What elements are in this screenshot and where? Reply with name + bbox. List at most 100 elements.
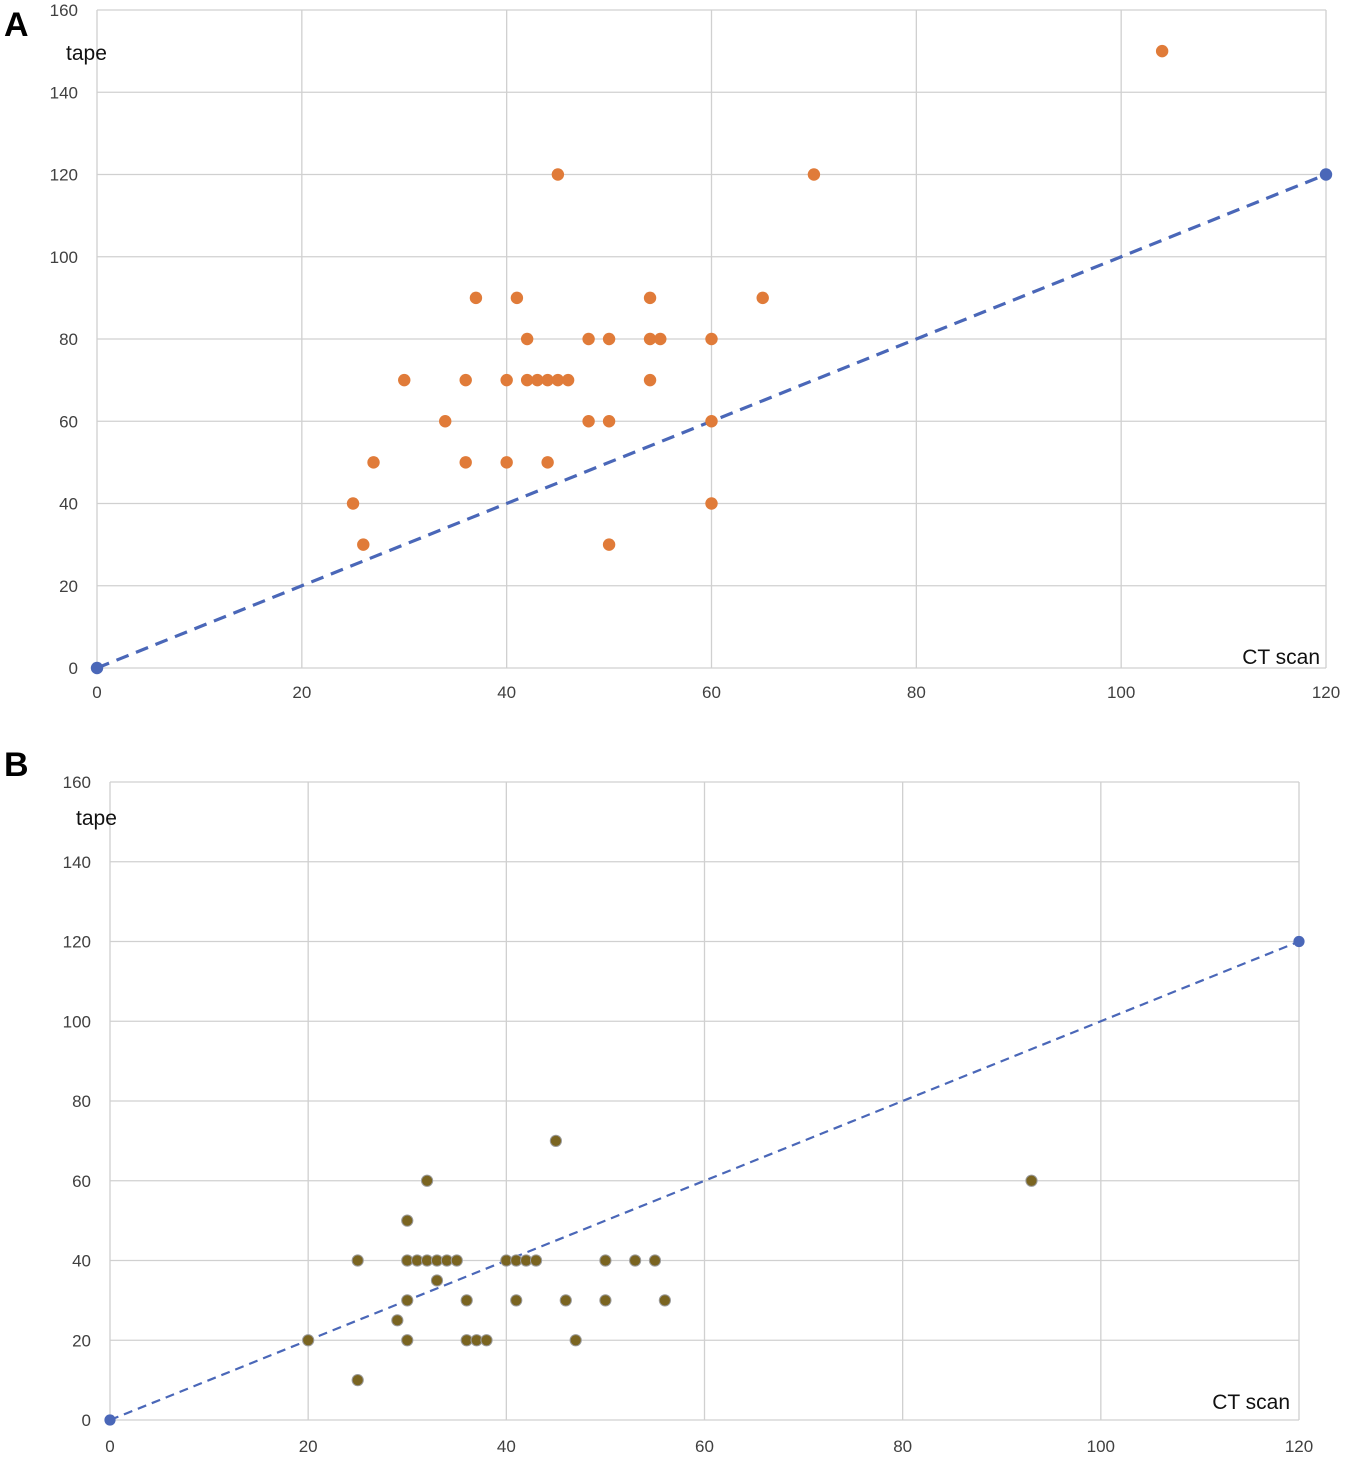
chart-b-ytick-20: 20 [72,1331,91,1350]
chart-b-point-12 [430,1274,444,1287]
chart-b-ytick-60: 60 [72,1172,91,1191]
chart-a-point-22 [602,415,616,428]
chart-a-x-axis-title: CT scan [1242,646,1320,669]
chart-a-point-10 [510,291,524,305]
chart-a-point-6 [459,456,472,469]
chart-b-xtick-20: 20 [299,1437,318,1456]
chart-b-point-25 [559,1294,572,1307]
chart-a-point-4 [439,415,452,428]
chart-a-point-18 [551,168,565,181]
chart-b-reference-endpoint-1 [1293,935,1305,948]
chart-b-ytick-80: 80 [72,1092,91,1111]
chart-b-point-4 [401,1214,414,1227]
chart-b-ytick-160: 160 [63,773,91,792]
chart-b-xtick-60: 60 [695,1437,714,1456]
chart-a-point-17 [541,456,554,469]
chart-b-point-18 [480,1334,493,1347]
chart-a-reference-endpoint-1 [1319,168,1333,181]
chart-a-reference-endpoint-0 [90,661,104,675]
chart-b-ytick-140: 140 [63,853,91,872]
chart-a-xtick-20: 20 [292,683,311,702]
chart-b-point-27 [599,1254,612,1267]
chart-a-point-30 [705,497,718,510]
chart-b-point-28 [599,1294,612,1307]
chart-b-point-21 [510,1294,523,1307]
panel-label-b: B [4,746,29,784]
chart-b-point-32 [1025,1174,1038,1187]
chart-b-point-30 [648,1254,662,1267]
chart-b-ytick-120: 120 [63,933,91,952]
chart-a-point-2 [367,456,380,469]
chart-a-point-23 [602,538,616,551]
chart-a-point-26 [654,332,667,346]
chart-a-ytick-120: 120 [50,166,78,185]
chart-a-point-33 [1155,44,1169,58]
panel-label-a: A [4,6,29,44]
chart-a-ytick-20: 20 [59,577,78,596]
chart-b-xtick-100: 100 [1087,1437,1115,1456]
chart-a-point-5 [459,373,472,387]
chart-a-point-20 [582,415,595,428]
chart-a: 0 20 40 60 80 100 120 0 20 40 60 80 100 120 140 160 CT s… [50,1,1341,702]
chart-a-point-12 [520,373,534,387]
chart-a-point-9 [500,456,513,469]
chart-a-point-21 [602,332,616,346]
chart-a-point-32 [807,168,821,181]
chart-b-point-29 [629,1254,642,1267]
chart-b: 0 20 40 60 80 100 120 0 20 40 60 80 100 120 140 160 CT s… [63,773,1314,1456]
chart-b-y-axis-title: tape [76,807,117,830]
chart-a-point-19 [582,332,595,346]
chart-a-ytick-0: 0 [69,659,78,678]
chart-b-xtick-40: 40 [497,1437,516,1456]
chart-a-y-axis-title: tape [66,42,107,65]
chart-b-reference-endpoint-0 [104,1414,116,1426]
chart-a-point-8 [500,373,513,387]
chart-b-point-7 [401,1334,414,1347]
chart-b-ytick-100: 100 [63,1012,91,1031]
chart-b-point-0 [302,1334,315,1347]
chart-b-point-2 [351,1374,364,1387]
chart-a-ytick-100: 100 [50,248,78,267]
chart-a-point-24 [643,291,657,305]
chart-a-point-29 [705,415,718,428]
chart-a-point-11 [520,332,534,346]
chart-a-xtick-120: 120 [1312,683,1340,702]
chart-b-point-23 [529,1254,543,1267]
chart-a-xtick-40: 40 [497,683,516,702]
chart-a-point-7 [469,291,483,305]
chart-a-point-31 [756,291,769,305]
chart-a-point-3 [398,373,411,387]
chart-b-xtick-120: 120 [1285,1437,1313,1456]
chart-a-point-15 [551,373,565,387]
chart-b-point-31 [658,1294,671,1307]
chart-b-ytick-0: 0 [82,1411,91,1430]
chart-b-point-15 [460,1294,473,1307]
chart-a-point-25 [643,332,657,346]
chart-b-point-1 [351,1254,364,1267]
chart-b-x-axis-title: CT scan [1212,1391,1290,1414]
chart-a-ytick-80: 80 [59,330,78,349]
chart-b-point-3 [391,1314,404,1327]
chart-a-point-1 [357,538,370,551]
chart-b-point-24 [549,1134,562,1147]
chart-a-xtick-80: 80 [907,683,926,702]
chart-b-point-10 [420,1174,434,1187]
chart-b-point-6 [401,1294,414,1307]
chart-a-point-27 [643,373,657,387]
chart-a-ytick-40: 40 [59,495,78,514]
chart-b-xtick-0: 0 [105,1437,114,1456]
chart-b-ytick-40: 40 [72,1252,91,1271]
chart-a-point-13 [531,373,544,387]
chart-a-ytick-60: 60 [59,412,78,431]
chart-a-point-16 [561,373,575,387]
chart-a-ytick-160: 160 [50,1,78,20]
chart-a-point-0 [346,497,360,510]
chart-a-point-14 [541,373,554,387]
chart-b-point-14 [450,1254,463,1267]
chart-a-xtick-100: 100 [1107,683,1135,702]
chart-a-xtick-60: 60 [702,683,721,702]
chart-a-ytick-140: 140 [50,83,78,102]
chart-a-point-28 [705,332,718,346]
chart-b-xtick-80: 80 [893,1437,912,1456]
